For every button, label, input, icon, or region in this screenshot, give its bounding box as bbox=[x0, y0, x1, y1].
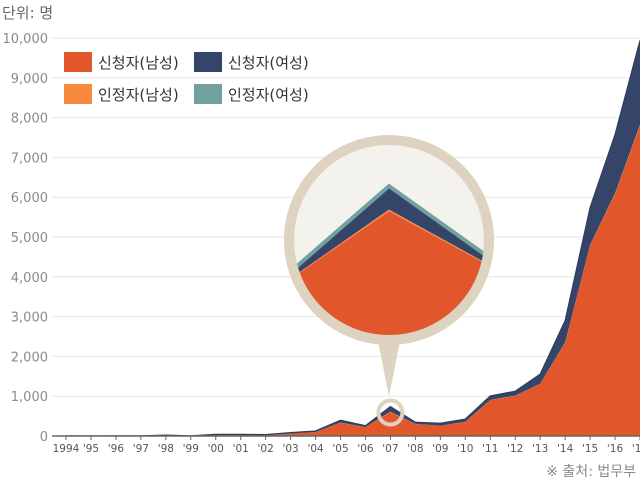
x-tick-label: '16 bbox=[607, 443, 624, 455]
x-tick-label: '96 bbox=[108, 443, 125, 455]
legend-item: 인정자(남성) bbox=[64, 84, 179, 104]
y-tick-label: 1,000 bbox=[11, 390, 48, 405]
x-tick-label: '13 bbox=[532, 443, 548, 455]
y-tick-label: 10,000 bbox=[3, 32, 49, 47]
y-tick-label: 3,000 bbox=[11, 311, 48, 326]
x-tick-label: 1994 bbox=[53, 443, 80, 455]
x-tick-label: '10 bbox=[457, 443, 473, 455]
x-tick-label: '05 bbox=[332, 443, 348, 455]
y-axis-ticks: 0 1,000 2,000 3,000 4,000 5,000 6,000 7,000 8,00… bbox=[3, 32, 49, 445]
zoom-pointer bbox=[377, 336, 401, 397]
x-tick-label: '98 bbox=[158, 443, 174, 455]
area-series bbox=[66, 125, 640, 436]
x-tick-label: '06 bbox=[357, 443, 374, 455]
x-tick-label: '08 bbox=[407, 443, 423, 455]
x-tick-label: '99 bbox=[183, 443, 199, 455]
zoom-ring bbox=[284, 135, 494, 345]
zoom-layer bbox=[289, 211, 489, 340]
legend: 신청자(남성) 신청자(여성) 인정자(남성) 인정자(여성) bbox=[64, 52, 309, 104]
y-tick-label: 0 bbox=[40, 430, 48, 445]
legend-item: 인정자(여성) bbox=[194, 84, 309, 104]
legend-item: 신청자(남성) bbox=[64, 52, 179, 72]
legend-label: 인정자(남성) bbox=[98, 86, 179, 104]
y-tick-label: 9,000 bbox=[11, 72, 48, 87]
zoom-target-ring bbox=[376, 398, 405, 427]
unit-label: 단위: 명 bbox=[2, 4, 53, 22]
y-tick-label: 8,000 bbox=[11, 112, 48, 127]
x-tick-label: '14 bbox=[557, 443, 574, 455]
x-tick-label: '02 bbox=[258, 443, 274, 455]
legend-item: 신청자(여성) bbox=[194, 52, 309, 72]
legend-label: 신청자(남성) bbox=[98, 54, 179, 72]
x-tick-label: '07 bbox=[382, 443, 398, 455]
x-tick-label: '03 bbox=[282, 443, 298, 455]
x-tick-label: '01 bbox=[233, 443, 249, 455]
x-tick-label: '11 bbox=[482, 443, 498, 455]
x-axis: 1994'95 '96 '97 '98 '99 '00 '01 '02 '03 '04 '05 '06… bbox=[52, 435, 640, 455]
area-top-outline bbox=[65, 40, 640, 437]
zoom-callout bbox=[284, 135, 494, 427]
y-tick-label: 2,000 bbox=[11, 350, 48, 365]
zoom-layer bbox=[289, 186, 489, 280]
source-note: ※ 출처: 법무부 bbox=[546, 464, 636, 480]
series-areas bbox=[65, 40, 640, 437]
y-tick-label: 7,000 bbox=[11, 151, 48, 166]
x-tick-label: '95 bbox=[83, 443, 99, 455]
legend-swatch bbox=[194, 52, 222, 72]
y-tick-label: 6,000 bbox=[11, 191, 48, 206]
x-tick-label: '15 bbox=[582, 443, 598, 455]
legend-swatch bbox=[64, 52, 92, 72]
x-tick-label: '97 bbox=[133, 443, 149, 455]
y-tick-label: 4,000 bbox=[11, 271, 48, 286]
y-tick-label: 5,000 bbox=[11, 231, 48, 246]
x-tick-label: '12 bbox=[507, 443, 523, 455]
zoom-content bbox=[289, 183, 489, 340]
legend-label: 인정자(여성) bbox=[228, 86, 309, 104]
legend-swatch bbox=[64, 84, 92, 104]
x-tick-label: '04 bbox=[307, 443, 324, 455]
legend-label: 신청자(여성) bbox=[228, 54, 309, 72]
x-tick-label: '17 bbox=[632, 443, 640, 455]
x-tick-label: '09 bbox=[432, 443, 448, 455]
x-tick-label: '00 bbox=[208, 443, 224, 455]
zoom-top-band bbox=[289, 183, 489, 275]
legend-swatch bbox=[194, 84, 222, 104]
